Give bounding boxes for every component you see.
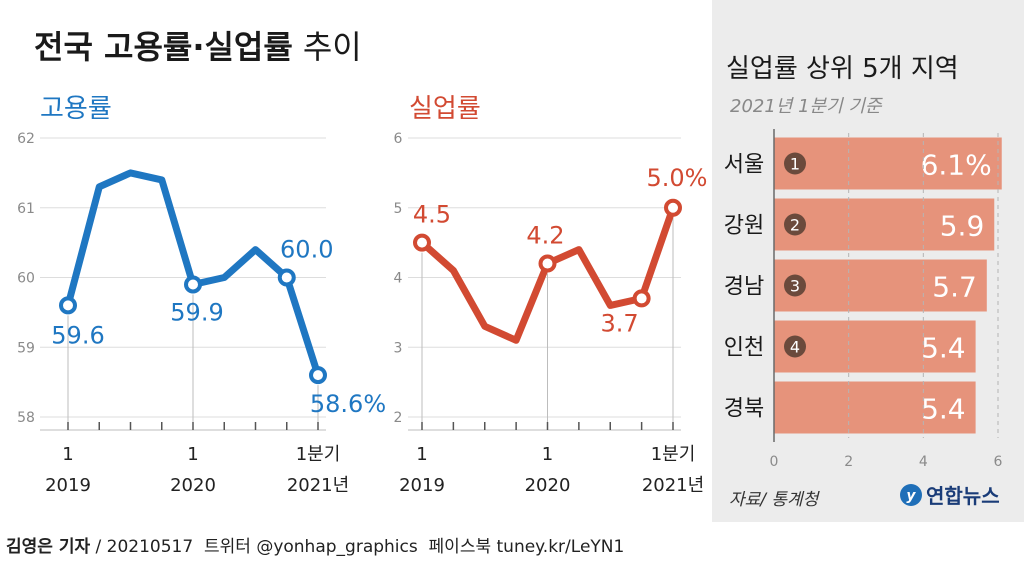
- yonhap-logo: y 연합뉴스: [900, 484, 1000, 508]
- main-title: 전국 고용률·실업률 추이: [34, 28, 362, 66]
- unemployment-x-tick-label: 2019: [399, 475, 445, 496]
- employment-y-tick: 58: [17, 410, 35, 426]
- unemployment-x-tick-label: 2020: [525, 475, 571, 496]
- bar-value-label: 5.7: [932, 271, 977, 304]
- employment-data-label: 58.6%: [310, 390, 386, 418]
- bar-chart-subtitle: 2021년 1분기 기준: [730, 96, 883, 117]
- employment-data-label: 59.6: [51, 321, 104, 349]
- byline-reporter: 김영은 기자: [6, 537, 90, 557]
- rank-badge: [784, 152, 806, 175]
- employment-y-tick: 60: [17, 271, 35, 287]
- region-label: 경북: [724, 397, 764, 422]
- region-label: 경남: [724, 275, 764, 300]
- employment-x-tick-label: 1분기: [296, 444, 341, 465]
- unemployment-x-tick-label: 1분기: [651, 444, 696, 465]
- unemployment-data-point: [664, 198, 682, 217]
- employment-x-tick-label: 1: [187, 444, 198, 465]
- unemployment-title: 실업률: [409, 94, 481, 124]
- main-title-bold: 전국 고용률·실업률: [34, 28, 293, 66]
- byline: 김영은 기자 / 20210517 트위터 @yonhap_graphics 페…: [6, 537, 624, 557]
- unemployment-data-label: 4.5: [413, 201, 451, 229]
- unemployment-y-tick: 5: [394, 201, 403, 217]
- region-bar: [774, 320, 976, 373]
- region-bar: [774, 137, 1002, 190]
- region-bar: [774, 198, 995, 251]
- unemployment-y-tick: 2: [394, 410, 403, 426]
- unemployment-data-label: 3.7: [601, 309, 639, 337]
- source-note: 자료/ 통계청: [729, 490, 821, 510]
- region-label: 인천: [724, 336, 764, 361]
- employment-data-label: 60.0: [280, 236, 333, 264]
- byline-details: / 20210517 트위터 @yonhap_graphics 페이스북 tun…: [90, 537, 624, 557]
- yonhap-logo-text: 연합뉴스: [926, 484, 1000, 508]
- yonhap-logo-mark: y: [906, 488, 916, 504]
- employment-y-tick: 61: [17, 201, 35, 217]
- employment-title: 고용률: [40, 94, 112, 124]
- rank-badge: [784, 335, 806, 358]
- rank-number: 4: [790, 338, 800, 357]
- rank-number: 3: [790, 277, 800, 296]
- unemployment-x-tick-label: 1: [416, 444, 427, 465]
- yonhap-logo-icon: [900, 484, 922, 506]
- employment-x-tick-label: 2019: [45, 475, 91, 496]
- bar-x-tick: 4: [919, 454, 928, 470]
- rank-badge: [784, 213, 806, 236]
- employment-x-tick-label: 1: [62, 444, 73, 465]
- unemployment-data-point: [632, 289, 651, 308]
- bar-x-tick: 2: [844, 454, 853, 470]
- region-bar: [774, 381, 976, 434]
- region-label: 강원: [724, 214, 764, 239]
- bar-value-label: 5.4: [921, 393, 966, 426]
- bar-value-label: 5.9: [940, 210, 985, 243]
- employment-x-tick-label: 2020: [170, 475, 216, 496]
- unemployment-y-tick: 3: [394, 340, 403, 356]
- employment-chart: 고용률 58 59 60 61 62 1 2019 1 2020 1분기 2021년 59.6 59.9 6…: [17, 94, 386, 496]
- employment-data-point: [277, 268, 296, 287]
- rank-number: 2: [790, 216, 800, 235]
- unemployment-data-point: [538, 254, 557, 273]
- region-bar: [774, 259, 987, 312]
- bar-value-label: 5.4: [921, 332, 966, 365]
- unemployment-x-tick-label: 2021년: [642, 475, 704, 496]
- region-label: 서울: [724, 153, 764, 178]
- unemployment-data-label: 5.0%: [647, 164, 708, 192]
- bar-x-tick: 6: [994, 454, 1003, 470]
- employment-y-tick: 59: [17, 340, 35, 356]
- unemployment-y-tick: 4: [394, 271, 403, 287]
- bar-value-label: 6.1%: [921, 149, 992, 182]
- unemployment-data-point: [413, 233, 431, 252]
- unemployment-y-tick: 6: [394, 131, 403, 147]
- employment-x-tick-label: 2021년: [287, 475, 349, 496]
- employment-y-tick: 62: [17, 131, 35, 147]
- unemployment-chart: 실업률 2 3 4 5 6 1 2019 1 2020 1분기 2021년 4.5 4.2 3.7 5.0%: [394, 94, 708, 496]
- employment-data-point: [309, 366, 327, 385]
- employment-data-point: [59, 296, 77, 315]
- rank-badge: [784, 274, 806, 297]
- employment-data-point: [184, 275, 202, 294]
- bar-x-tick: 0: [770, 454, 779, 470]
- rank-number: 1: [790, 155, 800, 174]
- employment-data-label: 59.9: [170, 298, 223, 326]
- bar-chart-title: 실업률 상위 5개 지역: [726, 54, 959, 84]
- unemployment-x-tick-label: 1: [542, 444, 553, 465]
- unemployment-data-label: 4.2: [526, 222, 564, 250]
- main-title-light: 추이: [303, 28, 362, 66]
